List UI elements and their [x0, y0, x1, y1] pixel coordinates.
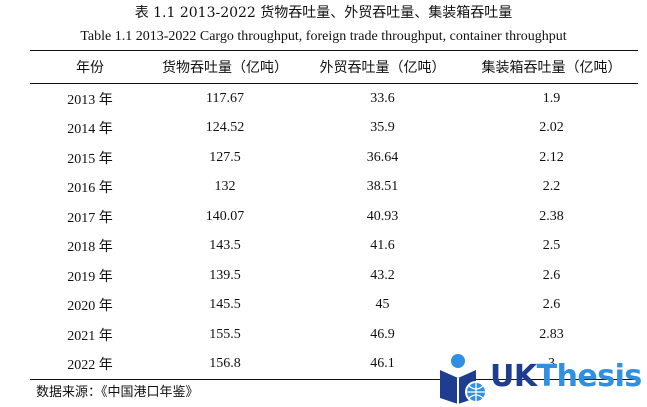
- table-row: 2015 年 127.5 36.64 2.12: [30, 143, 638, 173]
- cell-year: 2013 年: [67, 92, 113, 108]
- cell-foreign-trade: 35.9: [370, 120, 395, 136]
- cell-cargo: 156.8: [209, 356, 241, 372]
- cell-cargo: 127.5: [209, 149, 241, 165]
- header-year: 年份: [76, 60, 104, 76]
- table-body: 2013 年 117.67 33.6 1.9 2014 年 124.52 35.9 2.02 2…: [30, 84, 638, 380]
- cell-year: 2019 年: [67, 269, 113, 285]
- cell-container: 2.5: [542, 238, 561, 254]
- brand-uk: UK: [490, 359, 537, 394]
- cell-container: 1.9: [542, 90, 561, 106]
- cell-cargo: 117.67: [206, 90, 244, 106]
- cell-foreign-trade: 40.93: [366, 208, 399, 224]
- cell-year: 2015 年: [67, 151, 113, 167]
- cell-year: 2020 年: [67, 299, 113, 315]
- throughput-table-container: 年份 货物吞吐量（亿吨） 外贸吞吐量（亿吨） 集装箱吞吐量（亿吨） 2013 年…: [30, 50, 638, 380]
- cell-foreign-trade: 46.9: [370, 326, 395, 342]
- cell-year: 2022 年: [67, 358, 113, 374]
- table-row: 2014 年 124.52 35.9 2.02: [30, 114, 638, 144]
- cell-foreign-trade: 36.64: [366, 149, 399, 165]
- brand-thesis: Thesis: [536, 359, 643, 394]
- header-cargo-throughput: 货物吞吐量（亿吨）: [162, 60, 288, 76]
- cell-container: 2.83: [539, 326, 564, 342]
- cell-container: 2.6: [542, 267, 561, 283]
- cell-cargo: 139.5: [209, 267, 241, 283]
- header-foreign-trade-throughput: 外贸吞吐量（亿吨）: [319, 60, 446, 76]
- cell-cargo: 132: [214, 179, 236, 195]
- cell-cargo: 143.5: [209, 238, 241, 254]
- cell-cargo: 155.5: [209, 326, 241, 342]
- cell-foreign-trade: 33.6: [370, 90, 395, 106]
- cell-foreign-trade: 46.1: [370, 356, 395, 372]
- cell-container: 2.12: [539, 149, 564, 165]
- cell-foreign-trade: 43.2: [370, 267, 395, 283]
- cell-year: 2016 年: [67, 181, 113, 197]
- table-row: 2016 年 132 38.51 2.2: [30, 173, 638, 203]
- cell-cargo: 124.52: [205, 120, 245, 136]
- table-header-row: 年份 货物吞吐量（亿吨） 外贸吞吐量（亿吨） 集装箱吞吐量（亿吨）: [30, 50, 638, 84]
- cell-year: 2018 年: [67, 240, 113, 256]
- cell-year: 2021 年: [67, 328, 113, 344]
- cell-container: 3: [548, 356, 555, 372]
- table-row: 2022 年 156.8 46.1 3: [30, 350, 638, 380]
- throughput-table: 年份 货物吞吐量（亿吨） 外贸吞吐量（亿吨） 集装箱吞吐量（亿吨） 2013 年…: [30, 50, 638, 380]
- table-row: 2020 年 145.5 45 2.6: [30, 291, 638, 321]
- cell-year: 2017 年: [67, 210, 113, 226]
- table-row: 2021 年 155.5 46.9 2.83: [30, 320, 638, 350]
- cell-foreign-trade: 41.6: [370, 238, 395, 254]
- cell-year: 2014 年: [67, 122, 113, 138]
- reader-globe-icon: [440, 354, 487, 404]
- cell-cargo: 140.07: [205, 208, 245, 224]
- cell-container: 2.2: [542, 179, 561, 195]
- table-row: 2017 年 140.07 40.93 2.38: [30, 202, 638, 232]
- cell-container: 2.6: [542, 297, 561, 313]
- table-row: 2019 年 139.5 43.2 2.6: [30, 261, 638, 291]
- data-source-note: 数据来源：《中国港口年鉴》: [36, 385, 199, 400]
- table-row: 2018 年 143.5 41.6 2.5: [30, 232, 638, 262]
- brand-wordmark: UKThesis: [490, 359, 642, 395]
- table-caption-chinese: 表 1.1 2013-2022 货物吞吐量、外贸吞吐量、集装箱吞吐量: [134, 5, 513, 21]
- table-caption-english: Table 1.1 2013-2022 Cargo throughput, fo…: [80, 29, 567, 44]
- cell-container: 2.02: [539, 120, 564, 136]
- table-row: 2013 年 117.67 33.6 1.9: [30, 84, 638, 114]
- cell-foreign-trade: 38.51: [366, 179, 399, 195]
- ukthesis-watermark: UKThesis: [436, 352, 642, 404]
- cell-foreign-trade: 45: [375, 297, 390, 313]
- cell-container: 2.38: [539, 208, 564, 224]
- header-container-throughput: 集装箱吞吐量（亿吨）: [481, 60, 622, 76]
- cell-cargo: 145.5: [209, 297, 241, 313]
